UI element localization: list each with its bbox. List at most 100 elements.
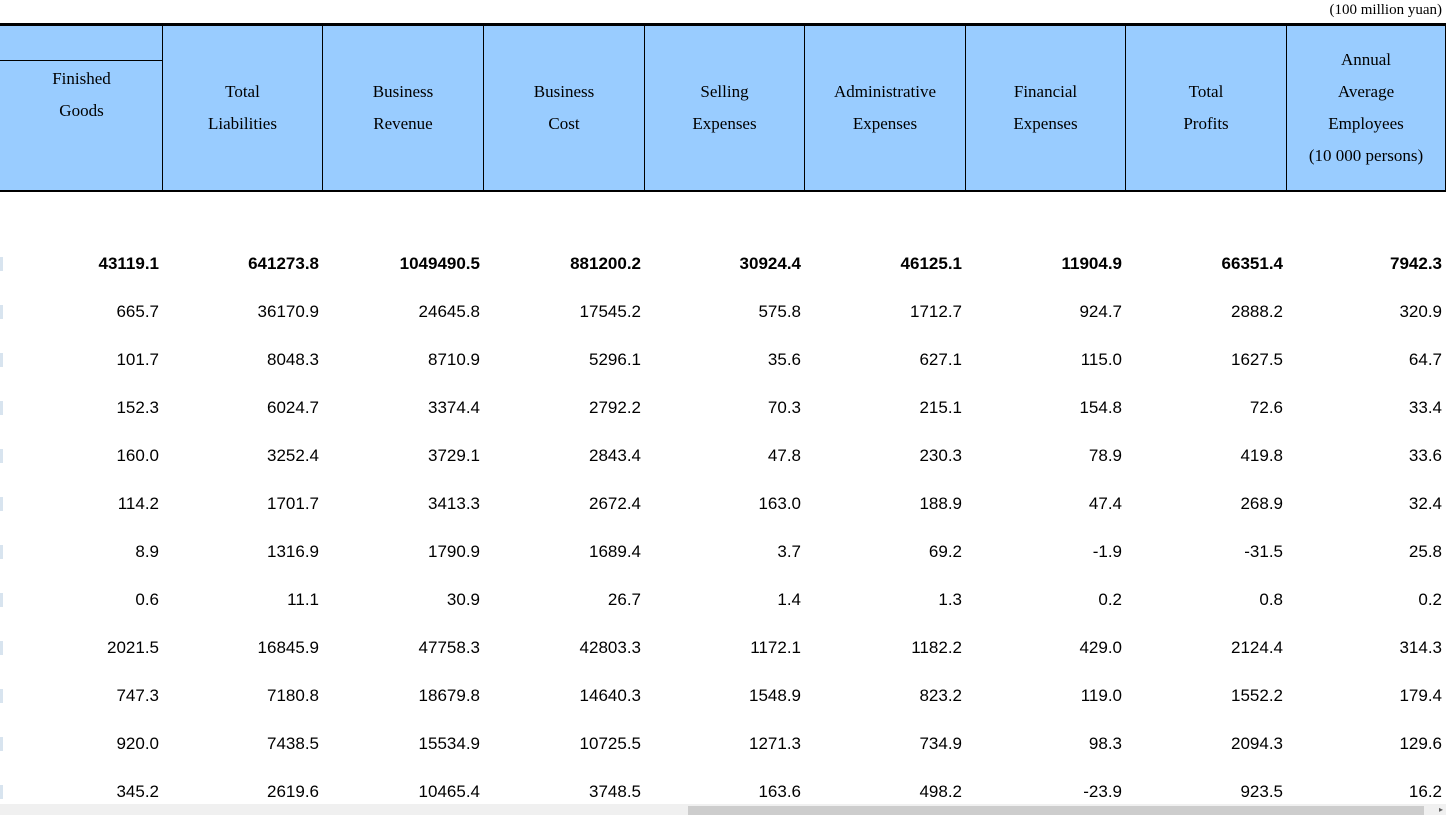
row-marker <box>0 545 3 559</box>
column-header: Business Cost <box>484 26 645 190</box>
table-cell: 10465.4 <box>418 782 480 801</box>
table-cell: 230.3 <box>919 446 962 465</box>
table-cell: 881200.2 <box>570 254 641 273</box>
table-cell: 154.8 <box>1079 398 1122 417</box>
table-cell: 10725.5 <box>579 734 641 753</box>
table-cell: 2888.2 <box>1231 302 1283 321</box>
table-cell: 72.6 <box>1249 398 1283 417</box>
column-header-label: Financial Expenses <box>1013 82 1078 133</box>
table-cell: 268.9 <box>1240 494 1283 513</box>
table-cell: 16845.9 <box>257 638 319 657</box>
table-cell: 2843.4 <box>589 446 641 465</box>
table-cell: 345.2 <box>116 782 159 801</box>
table-cell: 33.6 <box>1408 446 1442 465</box>
table-cell: 2792.2 <box>589 398 641 417</box>
table-cell: 1552.2 <box>1231 686 1283 705</box>
row-marker <box>0 497 3 511</box>
table-cell: 163.6 <box>758 782 801 801</box>
table-cell: 33.4 <box>1408 398 1442 417</box>
column-header: Selling Expenses <box>645 26 805 190</box>
row-marker <box>0 785 3 799</box>
table-cell: 5296.1 <box>589 350 641 369</box>
table-cell: 575.8 <box>758 302 801 321</box>
table-cell: 66351.4 <box>1221 254 1283 273</box>
table-cell: 70.3 <box>767 398 801 417</box>
table-cell: 30924.4 <box>739 254 801 273</box>
column-header: Business Revenue <box>323 26 484 190</box>
table-row: 101.7 8048.3 8710.9 5296.1 35.6 627.1 115.0 162… <box>0 336 1446 384</box>
table-cell: 152.3 <box>116 398 159 417</box>
table-cell: 3.7 <box>777 542 801 561</box>
table-cell: 119.0 <box>1080 686 1122 705</box>
table-cell: 2124.4 <box>1231 638 1283 657</box>
table-cell: 46125.1 <box>900 254 962 273</box>
column-header-label: Finished Goods <box>52 69 111 120</box>
table-row: 665.7 36170.9 24645.8 17545.2 575.8 1712.7 924… <box>0 288 1446 336</box>
table-cell: 320.9 <box>1399 302 1442 321</box>
table-top-border <box>0 23 1446 26</box>
table-cell: 69.2 <box>928 542 962 561</box>
scroll-right-icon[interactable]: ▸ <box>1438 805 1443 814</box>
table-cell: 1.3 <box>938 590 962 609</box>
row-marker <box>0 593 3 607</box>
scrollbar-thumb[interactable] <box>688 806 1424 815</box>
table-cell: 747.3 <box>116 686 159 705</box>
table-cell: 17545.2 <box>579 302 641 321</box>
column-header-label: Administrative Expenses <box>834 82 936 133</box>
column-header-label: Business Cost <box>533 82 595 133</box>
table-cell: 3252.4 <box>267 446 319 465</box>
horizontal-scrollbar[interactable]: ▸ <box>0 804 1446 815</box>
table-cell: 78.9 <box>1088 446 1122 465</box>
table-cell: 129.6 <box>1399 734 1442 753</box>
table-cell: 1790.9 <box>428 542 480 561</box>
row-marker <box>0 353 3 367</box>
column-header: Administrative Expenses <box>805 26 966 190</box>
table-cell: 1689.4 <box>589 542 641 561</box>
table-cell: 2672.4 <box>589 494 641 513</box>
table-cell: 43119.1 <box>98 254 159 273</box>
table-cell: 498.2 <box>919 782 962 801</box>
table-cell: 1.4 <box>777 590 801 609</box>
table-row: 152.3 6024.7 3374.4 2792.2 70.3 215.1 154.8 72.… <box>0 384 1446 432</box>
table-cell: -31.5 <box>1244 542 1283 561</box>
table-cell: 3729.1 <box>428 446 480 465</box>
table-cell: 8710.9 <box>428 350 480 369</box>
row-marker <box>0 449 3 463</box>
table-cell: 1627.5 <box>1231 350 1283 369</box>
table-row: 2021.5 16845.9 47758.3 42803.3 1172.1 1182.2 4… <box>0 624 1446 672</box>
table-cell: 11904.9 <box>1061 254 1122 273</box>
table-cell: 18679.8 <box>418 686 480 705</box>
table-cell: 16.2 <box>1408 782 1442 801</box>
table-cell: 0.2 <box>1098 590 1122 609</box>
row-marker <box>0 689 3 703</box>
table-cell: 3374.4 <box>428 398 480 417</box>
table-cell: 0.2 <box>1418 590 1442 609</box>
table-cell: 32.4 <box>1408 494 1442 513</box>
table-row: 920.0 7438.5 15534.9 10725.5 1271.3 734.9 98.3… <box>0 720 1446 768</box>
table-cell: 1182.2 <box>911 638 962 657</box>
table-cell: 188.9 <box>919 494 962 513</box>
table-cell: 179.4 <box>1399 686 1442 705</box>
table-cell: 924.7 <box>1079 302 1122 321</box>
table-row: 747.3 7180.8 18679.8 14640.3 1548.9 823.2 119.… <box>0 672 1446 720</box>
table-cell: 923.5 <box>1240 782 1283 801</box>
table-header-bottom-border <box>0 190 1446 192</box>
column-header-subframe: Finished Goods <box>0 60 163 190</box>
table-cell: 665.7 <box>116 302 159 321</box>
table-row: 114.2 1701.7 3413.3 2672.4 163.0 188.9 47.4 268… <box>0 480 1446 528</box>
table-cell: 163.0 <box>758 494 801 513</box>
table-cell: 7942.3 <box>1390 254 1442 273</box>
table-cell: 1712.7 <box>910 302 962 321</box>
table-cell: 0.8 <box>1259 590 1283 609</box>
table-cell: 15534.9 <box>418 734 480 753</box>
table-cell: 1316.9 <box>267 542 319 561</box>
table-row: 160.0 3252.4 3729.1 2843.4 47.8 230.3 78.9 419.… <box>0 432 1446 480</box>
table-cell: 47758.3 <box>418 638 480 657</box>
table-cell: -23.9 <box>1083 782 1122 801</box>
column-header: Financial Expenses <box>966 26 1126 190</box>
table-row: 0.6 11.1 30.9 26.7 1.4 1.3 0.2 0.8 0.2 <box>0 576 1446 624</box>
table-cell: 25.8 <box>1408 542 1442 561</box>
table-cell: 64.7 <box>1408 350 1442 369</box>
table-cell: 215.1 <box>919 398 962 417</box>
table-cell: 36170.9 <box>257 302 319 321</box>
